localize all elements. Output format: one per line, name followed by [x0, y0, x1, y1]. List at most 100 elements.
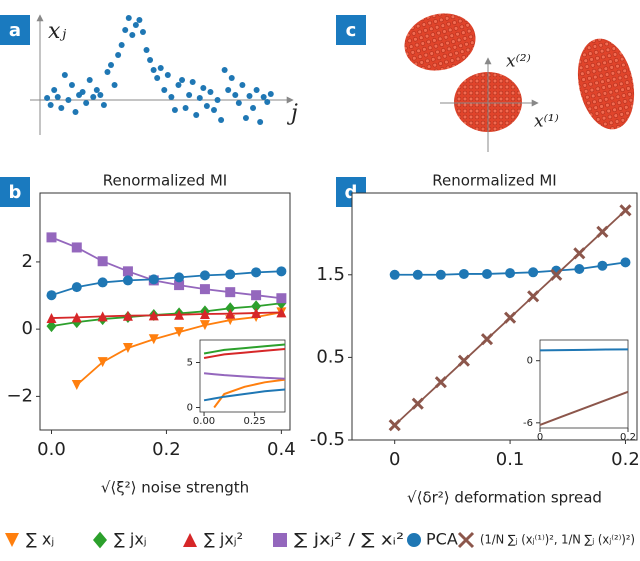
marker	[597, 260, 608, 271]
point	[118, 42, 125, 48]
marker	[574, 264, 585, 274]
marker	[276, 266, 287, 277]
panel-label: c	[346, 20, 357, 41]
x-axis-label: √⟨δr²⟩ deformation spread	[407, 489, 602, 507]
marker	[505, 268, 516, 279]
legend-label: PCA	[426, 530, 458, 549]
panel-label: b	[9, 182, 22, 203]
x-tick-label: 0.00	[193, 416, 215, 427]
marker	[225, 302, 236, 315]
marker	[619, 204, 632, 217]
point	[218, 117, 225, 123]
y-tick-label: 5	[187, 358, 193, 369]
point	[207, 89, 214, 95]
marker	[122, 275, 133, 286]
marker	[46, 232, 57, 243]
series-line	[203, 348, 286, 359]
point	[125, 15, 132, 21]
legend-label: ∑ jxⱼ	[114, 530, 147, 549]
point	[83, 100, 90, 106]
point	[161, 87, 168, 93]
series-line	[203, 372, 286, 380]
point	[147, 57, 154, 63]
marker	[97, 311, 108, 322]
y-tick-label: -6	[523, 418, 533, 429]
point	[143, 47, 150, 53]
series-line	[539, 348, 629, 352]
y-tick-label: 1.5	[316, 264, 345, 285]
marker	[71, 312, 82, 323]
marker	[276, 307, 287, 318]
point	[68, 82, 75, 88]
panel-badge	[0, 15, 30, 45]
point	[58, 105, 65, 111]
x-tick-label: 0	[389, 449, 400, 470]
point	[214, 97, 221, 103]
y-tick-label: −2	[6, 385, 33, 406]
point-cloud	[404, 13, 476, 71]
marker	[412, 269, 423, 280]
axis-label: x⁽²⁾	[506, 52, 531, 72]
legend-marker	[457, 531, 475, 549]
axis-label: x⁽¹⁾	[534, 112, 559, 132]
point	[225, 87, 232, 93]
marker	[482, 268, 492, 279]
point	[168, 94, 175, 100]
point	[196, 95, 203, 101]
marker	[457, 354, 470, 367]
point	[100, 102, 107, 108]
marker	[97, 277, 108, 288]
marker	[435, 269, 446, 280]
x-tick-label: 0.25	[244, 416, 266, 427]
marker	[46, 320, 57, 333]
point	[86, 77, 93, 83]
marker	[148, 274, 159, 285]
point	[221, 67, 228, 73]
marker	[199, 270, 210, 281]
x-tick-label: 0.2	[611, 449, 640, 470]
marker	[174, 327, 185, 338]
panel-label: a	[9, 20, 21, 41]
marker	[46, 313, 57, 324]
series-line	[203, 388, 286, 402]
legend-marker	[407, 533, 421, 547]
point	[65, 97, 72, 103]
y-tick-label: 0	[187, 403, 193, 414]
chart-title: Renormalized MI	[103, 172, 227, 190]
point	[182, 105, 189, 111]
point	[193, 112, 200, 118]
point	[189, 79, 196, 85]
y-tick-label: -0.5	[310, 429, 345, 450]
point	[210, 107, 217, 113]
point	[108, 62, 115, 68]
y-tick-label: 0	[22, 318, 33, 339]
point	[115, 52, 122, 58]
marker	[148, 310, 159, 321]
marker	[480, 333, 494, 346]
y-tick-label: 0.5	[316, 346, 345, 367]
x-tick-label: 0.2	[620, 432, 636, 443]
legend-label: (1/N ∑ⱼ (xⱼ⁽¹⁾)², 1/N ∑ⱼ (xⱼ⁽²⁾)²)	[480, 533, 635, 547]
marker	[122, 266, 133, 277]
marker	[388, 419, 401, 432]
marker	[225, 287, 236, 298]
chart-title: Renormalized MI	[432, 172, 556, 190]
marker	[174, 309, 185, 320]
point	[246, 93, 253, 99]
point	[136, 17, 143, 23]
legend-label: ∑ jxⱼ²	[204, 530, 243, 549]
x-tick-label: 0.4	[267, 439, 296, 460]
y-tick-label: 2	[22, 251, 33, 272]
marker	[174, 280, 185, 291]
marker	[573, 247, 586, 260]
series-line	[51, 236, 282, 300]
point	[171, 107, 178, 113]
legend-marker	[93, 531, 107, 549]
marker	[251, 308, 262, 319]
marker	[251, 290, 262, 301]
legend-marker	[5, 533, 19, 547]
series-line	[213, 378, 286, 409]
marker	[71, 242, 82, 253]
plot-frame	[539, 339, 629, 429]
point	[235, 100, 242, 106]
